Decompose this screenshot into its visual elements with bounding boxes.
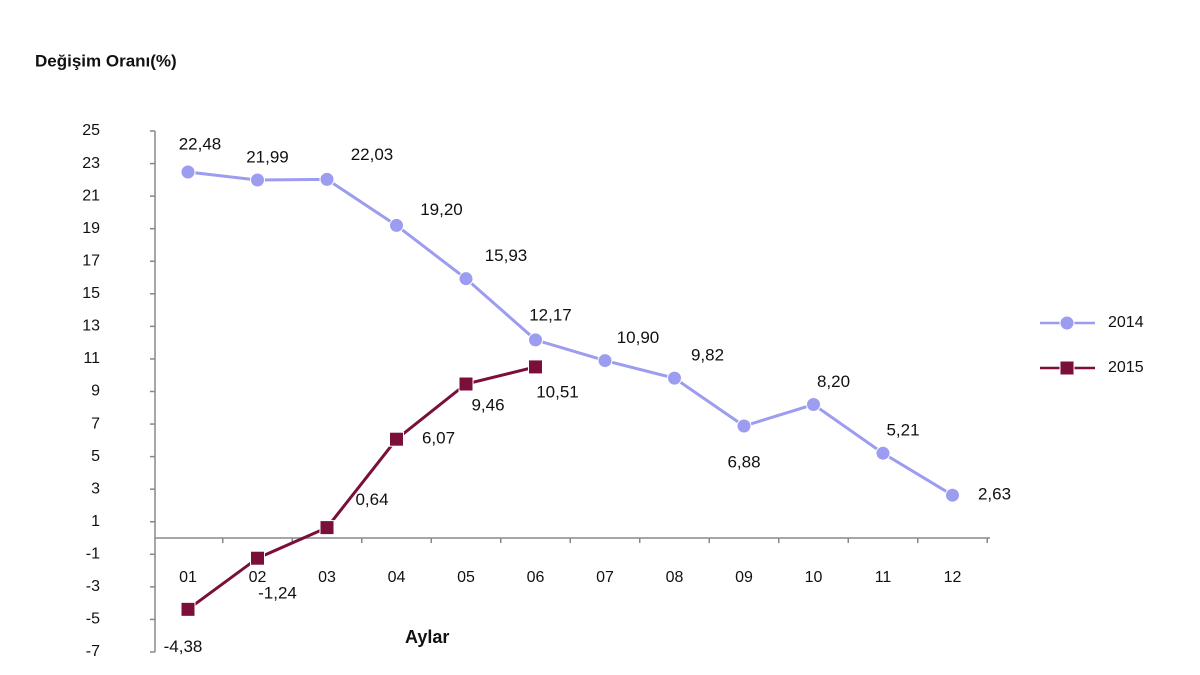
y-tick-label: 11 (83, 350, 100, 367)
y-tick-label: -7 (86, 643, 100, 660)
data-label: -1,24 (258, 584, 297, 603)
legend-label: 2014 (1108, 314, 1144, 331)
marker (458, 376, 474, 392)
series-line (187, 170, 954, 497)
y-tick-label: 23 (82, 155, 100, 172)
x-tick-label: 09 (735, 569, 753, 586)
series-line (187, 365, 536, 611)
data-label: 19,20 (420, 200, 463, 219)
marker (806, 397, 821, 413)
marker (180, 601, 196, 617)
x-axis-title: Aylar (405, 627, 449, 647)
marker (528, 359, 543, 375)
data-label: 21,99 (246, 147, 289, 166)
y-tick-label: 5 (91, 448, 100, 465)
y-tick-label: 25 (82, 122, 100, 139)
y-tick-label: -5 (86, 611, 100, 628)
data-label: 10,90 (617, 328, 660, 347)
data-label: 15,93 (485, 246, 528, 265)
x-tick-label: 11 (875, 569, 892, 586)
marker (597, 353, 613, 369)
data-label: 2,63 (978, 485, 1011, 504)
y-tick-label: 9 (91, 383, 100, 400)
y-axis-title: Değişim Oranı(%) (35, 51, 177, 70)
data-label: 10,51 (536, 382, 579, 401)
x-tick-label: 10 (805, 569, 823, 586)
data-label: 9,46 (471, 395, 504, 414)
legend-label: 2015 (1108, 359, 1144, 376)
x-tick-label: 04 (388, 569, 406, 586)
marker (458, 271, 474, 287)
marker (1059, 360, 1075, 376)
data-label: 22,48 (179, 135, 222, 154)
y-tick-label: -1 (86, 546, 100, 563)
y-tick-label: 3 (91, 480, 100, 497)
x-tick-label: 08 (666, 569, 684, 586)
x-tick-label: 05 (457, 569, 475, 586)
data-label: 6,07 (422, 429, 455, 448)
x-tick-label: 12 (944, 569, 962, 586)
data-label: 8,20 (817, 372, 850, 391)
marker (250, 172, 265, 188)
y-tick-label: 7 (91, 415, 100, 432)
marker (319, 171, 335, 187)
x-tick-label: 03 (318, 569, 336, 586)
marker (250, 550, 265, 566)
data-label: -4,38 (164, 637, 203, 656)
y-tick-label: 21 (82, 187, 100, 204)
data-label: 12,17 (529, 305, 572, 324)
marker (875, 445, 891, 461)
data-label: 0,64 (355, 490, 388, 509)
x-tick-label: 01 (179, 569, 197, 586)
marker (319, 520, 335, 536)
y-tick-label: -3 (86, 578, 100, 595)
data-label: 6,88 (727, 453, 760, 472)
x-tick-label: 07 (596, 569, 614, 586)
marker (180, 164, 196, 180)
y-tick-label: 13 (82, 318, 100, 335)
data-label: 22,03 (351, 145, 394, 164)
marker (389, 431, 404, 447)
marker (389, 217, 404, 233)
x-tick-label: 06 (527, 569, 545, 586)
marker (736, 418, 752, 434)
y-tick-label: 17 (82, 252, 100, 269)
marker (945, 487, 960, 503)
marker (667, 370, 682, 386)
data-label: 5,21 (886, 421, 919, 440)
data-label: 9,82 (691, 346, 724, 365)
y-tick-label: 15 (82, 285, 100, 302)
marker (528, 332, 543, 348)
y-tick-label: 19 (82, 220, 100, 237)
y-tick-label: 1 (91, 513, 100, 530)
x-tick-label: 02 (249, 569, 267, 586)
marker (1059, 315, 1075, 331)
